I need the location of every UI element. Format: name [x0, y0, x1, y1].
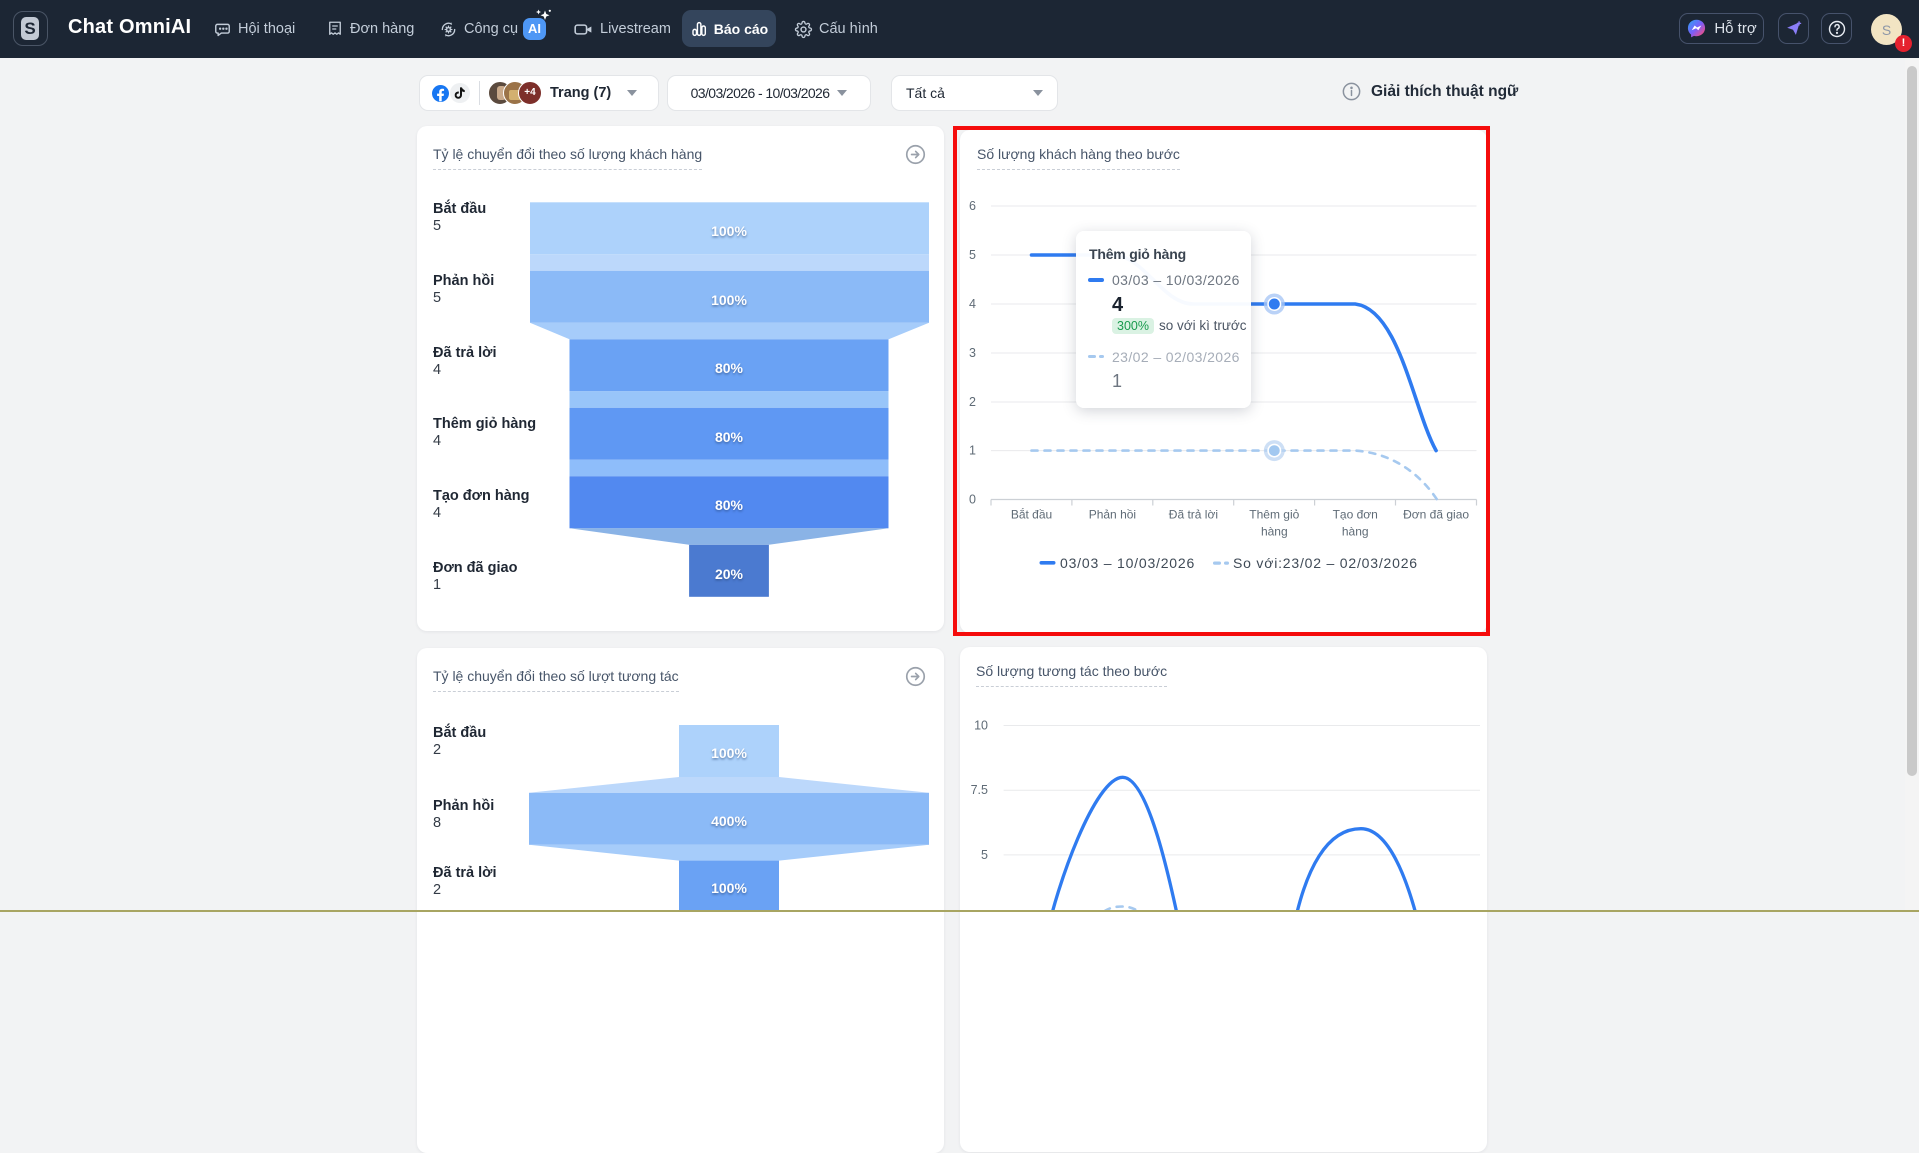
svg-text:Bắt đầu: Bắt đầu — [1011, 507, 1052, 522]
svg-text:6: 6 — [969, 199, 976, 213]
svg-text:So với:23/02 – 02/03/2026: So với:23/02 – 02/03/2026 — [1233, 555, 1418, 571]
svg-text:4: 4 — [969, 297, 976, 311]
svg-text:5: 5 — [981, 848, 988, 862]
svg-text:5: 5 — [969, 248, 976, 262]
svg-text:0: 0 — [969, 493, 976, 507]
svg-text:03/03 – 10/03/2026: 03/03 – 10/03/2026 — [1060, 555, 1195, 571]
svg-text:hàng: hàng — [1342, 525, 1369, 539]
svg-text:1: 1 — [969, 444, 976, 458]
svg-text:7.5: 7.5 — [971, 783, 988, 797]
svg-text:3: 3 — [969, 346, 976, 360]
svg-text:Phản hồi: Phản hồi — [1089, 508, 1136, 522]
svg-text:Đã trả lời: Đã trả lời — [1169, 508, 1218, 522]
svg-text:2: 2 — [969, 395, 976, 409]
svg-text:Tạo đơn: Tạo đơn — [1333, 508, 1378, 522]
svg-text:10: 10 — [974, 719, 988, 733]
svg-text:hàng: hàng — [1261, 525, 1288, 539]
svg-text:Đơn đã giao: Đơn đã giao — [1403, 508, 1469, 522]
svg-text:Thêm giỏ: Thêm giỏ — [1249, 508, 1299, 522]
